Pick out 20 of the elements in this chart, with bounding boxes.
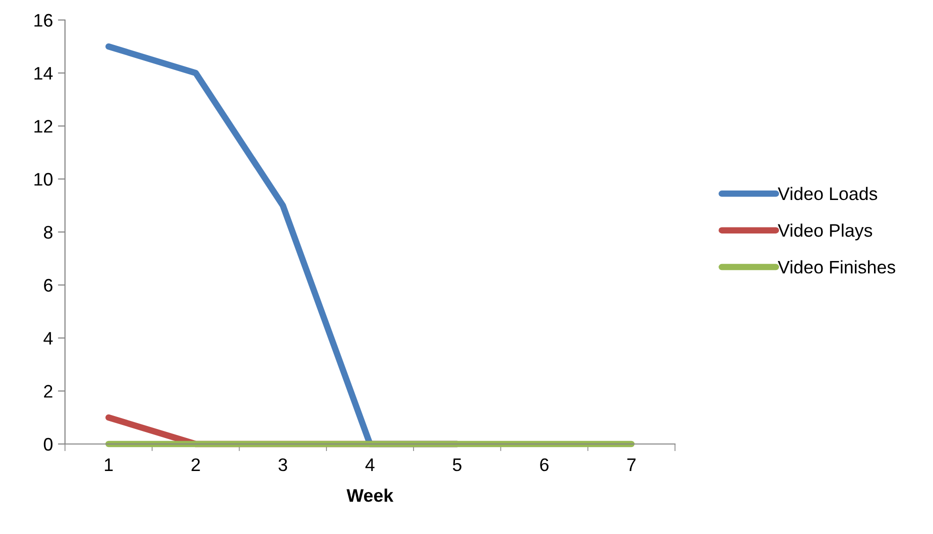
x-tick-label: 5 (452, 458, 462, 472)
y-tick-label: 4 (44, 332, 53, 345)
x-tick-label: 2 (192, 458, 200, 471)
x-tick-label: 4 (365, 458, 374, 471)
x-tick-label: 7 (627, 458, 636, 471)
y-tick-label: 2 (44, 384, 52, 398)
x-axis-title: Week (346, 488, 394, 502)
legend-label: Video Plays (778, 224, 872, 240)
y-tick-label: 6 (44, 278, 52, 292)
x-tick-label: 1 (104, 458, 113, 471)
y-tick-label: 0 (44, 438, 52, 451)
x-tick-label: 6 (540, 458, 549, 472)
legend-label: Video Finishes (778, 260, 896, 274)
y-tick-label: 8 (44, 226, 52, 239)
y-tick-label: 14 (34, 67, 53, 80)
legend-label: Video Loads (778, 186, 878, 200)
x-tick-label: 3 (278, 458, 288, 472)
y-tick-label: 10 (34, 172, 52, 186)
y-tick-label: 16 (34, 14, 52, 27)
y-tick-label: 12 (34, 120, 52, 133)
